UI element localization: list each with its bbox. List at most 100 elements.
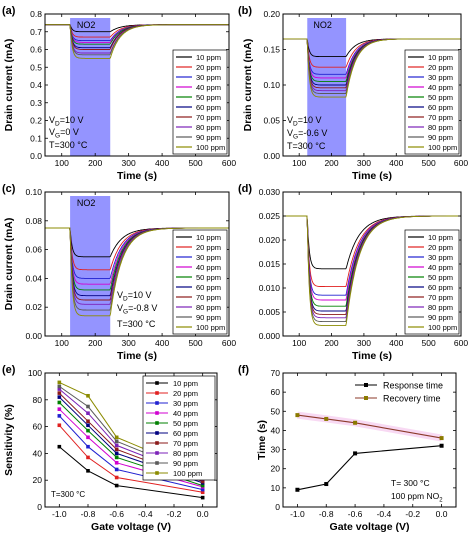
legend-entry: 70 ppm <box>196 113 221 122</box>
legend-marker <box>155 411 159 415</box>
legend-entry: 60 ppm <box>428 283 453 292</box>
data-point <box>200 487 205 492</box>
x-tick-label: 0.0 <box>197 509 209 519</box>
legend-entry: 60 ppm <box>173 429 198 438</box>
x-tick-label: -0.6 <box>109 509 124 519</box>
y-tick-label: 0.5 <box>30 62 42 72</box>
y-tick-label: 0.20 <box>263 9 280 19</box>
y-tick-label: 80 <box>33 395 43 405</box>
panel-b: (b) NO2 100 200 300 400 500 600 0.00 0.05 0.10 0.15… <box>238 5 468 182</box>
legend-entry: 70 ppm <box>196 293 221 302</box>
panel-letter: (e) <box>2 364 16 376</box>
legend-entry: 90 ppm <box>196 313 221 322</box>
legend-marker <box>364 396 368 400</box>
data-point <box>295 487 300 492</box>
series-line-recovery-time <box>297 414 442 439</box>
data-point <box>114 451 119 456</box>
data-point <box>439 436 444 441</box>
condition-gate-voltage: VG=-0.8 V <box>117 303 157 316</box>
panel-c: (c) NO2 100 200 300 400 500 600 0.00 0.02 0.04 0.06… <box>2 183 236 362</box>
data-point <box>114 439 119 444</box>
series-line-100-ppm <box>283 38 461 98</box>
axes-frame <box>44 372 218 508</box>
panel-a: (a) NO2 100 200 300 400 500 600 0.0 0.1 0.2 0.3 0.4 0… <box>2 5 236 182</box>
legend-entry: 40 ppm <box>196 83 221 92</box>
y-axis-label: Drain current (mA) <box>3 39 15 132</box>
series-line-20-ppm <box>58 424 203 493</box>
x-tick-label: 600 <box>222 338 236 348</box>
data-point <box>200 495 205 500</box>
x-tick-label: 400 <box>389 338 403 348</box>
x-tick-label: 200 <box>324 158 338 168</box>
y-tick-label: 0.020 <box>259 235 281 245</box>
legend-entry: 40 ppm <box>196 263 221 272</box>
panel-letter: (a) <box>2 5 16 17</box>
data-point <box>114 467 119 472</box>
x-axis-label: Time (s) <box>352 350 392 362</box>
y-tick-label: 10 <box>271 483 281 493</box>
series-line-100-ppm <box>45 24 229 59</box>
legend-entry: Response time <box>383 381 443 391</box>
x-tick-label: 100 <box>55 158 69 168</box>
y-tick-label: 30 <box>271 445 281 455</box>
x-tick-label: -1.0 <box>52 509 67 519</box>
x-tick-label: 500 <box>422 158 436 168</box>
x-tick-label: 500 <box>188 338 202 348</box>
data-point <box>324 482 329 487</box>
annotation-concentration: 100 ppm NO2 <box>391 491 443 504</box>
y-tick-label: 50 <box>271 406 281 416</box>
condition-temperature: T=300 °C <box>117 319 156 329</box>
y-tick-label: 0.030 <box>259 187 281 197</box>
data-point <box>114 447 119 452</box>
x-tick-label: -1.0 <box>290 509 305 519</box>
y-tick-label: 0.00 <box>25 331 42 341</box>
data-point <box>57 387 62 391</box>
y-tick-label: 40 <box>33 448 43 458</box>
data-point <box>295 413 300 418</box>
data-point <box>86 469 90 473</box>
legend-entry: 90 ppm <box>428 133 453 142</box>
legend-marker <box>155 431 159 435</box>
data-point <box>114 475 119 480</box>
legend-entry: 20 ppm <box>173 389 198 398</box>
y-tick-label: 40 <box>271 425 281 435</box>
x-tick-label: 600 <box>454 158 468 168</box>
y-tick-label: 70 <box>271 368 281 378</box>
no2-band-label: NO2 <box>313 20 332 30</box>
y-tick-label: 0.05 <box>263 116 280 126</box>
data-point <box>57 423 62 428</box>
x-tick-label: 200 <box>324 338 338 348</box>
y-tick-label: 0.0 <box>30 151 42 161</box>
legend-marker <box>155 471 159 475</box>
legend-entry: 20 ppm <box>196 243 221 252</box>
y-tick-label: 20 <box>33 475 43 485</box>
y-axis-label: Drain current (mA) <box>3 218 15 311</box>
legend-entry: Recovery time <box>383 394 441 404</box>
y-tick-label: 0.015 <box>259 259 281 269</box>
legend: Response time Recovery time <box>355 381 443 404</box>
annotation-temperature: T= 300 °C <box>391 478 430 488</box>
y-tick-label: 0.15 <box>263 45 280 55</box>
data-point <box>86 455 90 460</box>
legend-marker <box>155 401 159 405</box>
data-point <box>200 479 205 484</box>
legend-entry: 30 ppm <box>196 73 221 82</box>
legend-marker <box>364 383 368 387</box>
legend-entry: 70 ppm <box>428 293 453 302</box>
x-tick-label: 100 <box>292 338 306 348</box>
data-point <box>57 380 62 385</box>
data-point <box>86 404 90 409</box>
y-tick-label: 60 <box>33 422 43 432</box>
x-tick-label: 100 <box>55 338 69 348</box>
data-point <box>57 400 62 405</box>
legend-entry: 100 ppm <box>428 143 457 152</box>
x-tick-label: 600 <box>454 338 468 348</box>
panel-letter: (f) <box>238 364 249 376</box>
x-tick-label: 300 <box>357 338 371 348</box>
y-tick-label: 0 <box>275 502 280 512</box>
data-point <box>324 416 329 421</box>
